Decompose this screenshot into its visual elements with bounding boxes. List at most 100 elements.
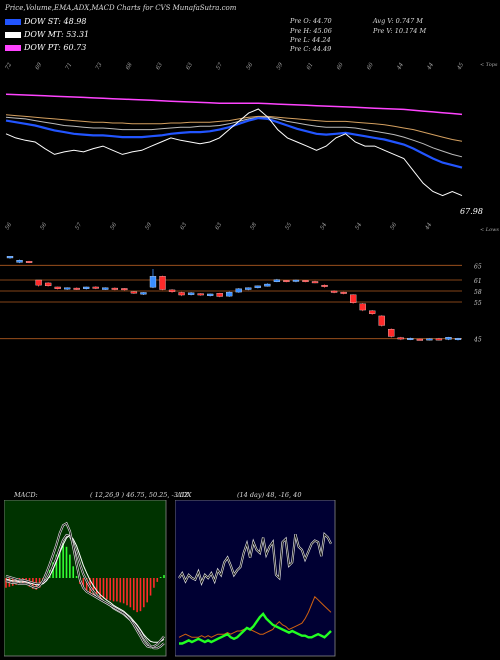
candle-body bbox=[340, 291, 347, 294]
price-level-label: 65 bbox=[474, 263, 482, 270]
tops-label: < Tops bbox=[480, 62, 498, 68]
candle-body bbox=[416, 338, 424, 341]
adx-line bbox=[179, 612, 332, 645]
price-level-label: 55 bbox=[474, 300, 482, 307]
candle-body bbox=[16, 260, 23, 263]
macd-title-label: MACD: bbox=[14, 491, 38, 499]
candle-body bbox=[330, 290, 338, 293]
candle-body bbox=[207, 293, 214, 296]
bottom-axis-label: 63 bbox=[180, 222, 189, 231]
legend-label-pt: DOW PT: 60.73 bbox=[24, 43, 87, 52]
ema-pt-line bbox=[5, 93, 463, 116]
top-axis-label: 56 bbox=[246, 62, 255, 71]
legend-label-st: DOW ST: 48.98 bbox=[24, 17, 87, 26]
candle-body bbox=[226, 291, 233, 297]
ema-mid-line bbox=[5, 116, 463, 158]
candle-body bbox=[292, 279, 300, 282]
stat-prev-close: Pre C: 44.49 bbox=[290, 45, 332, 53]
candle-body bbox=[235, 288, 242, 293]
candle-body bbox=[216, 293, 223, 297]
top-axis-label: 73 bbox=[95, 62, 104, 71]
candle-body bbox=[388, 328, 395, 337]
stat-prev-low: Pre L: 44.24 bbox=[290, 36, 331, 44]
bottom-axis-label: 56 bbox=[110, 222, 119, 231]
candle-body bbox=[159, 276, 166, 290]
legend-swatch-pt bbox=[5, 44, 21, 51]
top-axis-label: 71 bbox=[65, 62, 74, 71]
candle-body bbox=[254, 285, 261, 288]
top-axis-label: 63 bbox=[155, 62, 164, 71]
bottom-axis-label: 54 bbox=[320, 222, 329, 231]
candle-body bbox=[454, 338, 462, 340]
candle-body bbox=[445, 337, 452, 340]
stat-avg-vol: Avg V: 0.747 M bbox=[373, 17, 423, 25]
candle-body bbox=[35, 279, 42, 286]
bottom-axis-label: 55 bbox=[285, 222, 294, 231]
candle-body bbox=[273, 279, 281, 282]
macd-params-label: ( 12,26,9 ) 46.75, 50.25, -3.52 bbox=[90, 491, 189, 499]
candle-body bbox=[378, 315, 385, 326]
stat-prev-open: Pre O: 44.70 bbox=[290, 17, 332, 25]
candle-body bbox=[397, 337, 404, 340]
candle-body bbox=[64, 287, 71, 290]
candle-body bbox=[349, 294, 357, 303]
top-axis-label: 68 bbox=[125, 62, 134, 71]
candle-body bbox=[83, 286, 90, 289]
candle-body bbox=[130, 291, 138, 294]
bottom-axis-label: 44 bbox=[424, 222, 433, 232]
last-value-label: 67.98 bbox=[460, 207, 483, 216]
bottom-axis-label: 56 bbox=[5, 222, 14, 231]
candle-body bbox=[187, 292, 195, 295]
bottom-axis-label: 56 bbox=[40, 222, 49, 231]
top-axis-label: 69 bbox=[35, 62, 44, 71]
bottom-axis-label: 58 bbox=[250, 222, 259, 231]
top-axis-label: 60 bbox=[336, 62, 345, 71]
legend-dow-st: DOW ST: 48.98 bbox=[5, 17, 86, 26]
adx-params: (14 day) 48, -16, 40 bbox=[237, 491, 301, 499]
chart-header: Price,Volume,EMA,ADX,MACD Charts for CVS… bbox=[5, 4, 237, 12]
macd-signal-line bbox=[5, 534, 165, 643]
candle-body bbox=[264, 283, 271, 287]
price-level-label: 61 bbox=[474, 278, 482, 285]
candle-body bbox=[102, 287, 109, 290]
candle-body bbox=[302, 280, 309, 283]
legend-dow-pt: DOW PT: 60.73 bbox=[5, 43, 86, 52]
candle-body bbox=[92, 286, 99, 289]
adx-title: ADX bbox=[177, 491, 192, 499]
candle-body bbox=[435, 338, 443, 341]
bottom-axis-label: 54 bbox=[355, 222, 364, 231]
adx-chart bbox=[175, 500, 336, 657]
bottom-axis-label: 59 bbox=[145, 222, 154, 231]
adx-background bbox=[175, 500, 336, 657]
top-axis-label: 63 bbox=[185, 62, 194, 71]
macd-params: ( 12,26,9 ) 46.75, 50.25, -3.52 bbox=[90, 491, 188, 499]
adx-minus-di-line bbox=[178, 595, 332, 638]
top-axis-label: 61 bbox=[306, 62, 315, 71]
candle-body bbox=[111, 287, 119, 290]
top-axis-label: 72 bbox=[5, 62, 14, 71]
bottom-axis-label: 57 bbox=[75, 222, 84, 231]
macd-line-inner bbox=[5, 522, 165, 648]
candle-body bbox=[73, 287, 80, 290]
candle-body bbox=[168, 289, 176, 292]
price-candles-chart: 65 61 58 55 45 bbox=[0, 256, 482, 344]
stat-prev-high: Pre H: 45.06 bbox=[290, 27, 332, 35]
top-axis-label: 45 bbox=[456, 62, 465, 72]
price-level-label: 58 bbox=[474, 289, 482, 296]
top-axis-label: 44 bbox=[396, 62, 405, 72]
candle-body bbox=[178, 292, 185, 296]
lows-label: < Lows bbox=[480, 227, 499, 233]
top-axis-label: 60 bbox=[366, 62, 375, 71]
candle-body bbox=[140, 292, 147, 295]
macd-chart bbox=[4, 500, 167, 657]
ema-long-line bbox=[5, 114, 463, 142]
candle-body bbox=[44, 282, 52, 287]
candle-body bbox=[283, 280, 290, 283]
macd-signal2-line-inner bbox=[5, 534, 165, 649]
stat-prev-vol: Pre V: 10.174 M bbox=[373, 27, 427, 35]
top-axis-label: 57 bbox=[215, 62, 224, 71]
price-line bbox=[5, 108, 463, 197]
bottom-axis-label: 63 bbox=[215, 222, 224, 231]
candle-body bbox=[311, 281, 319, 284]
candle-body bbox=[149, 276, 157, 288]
